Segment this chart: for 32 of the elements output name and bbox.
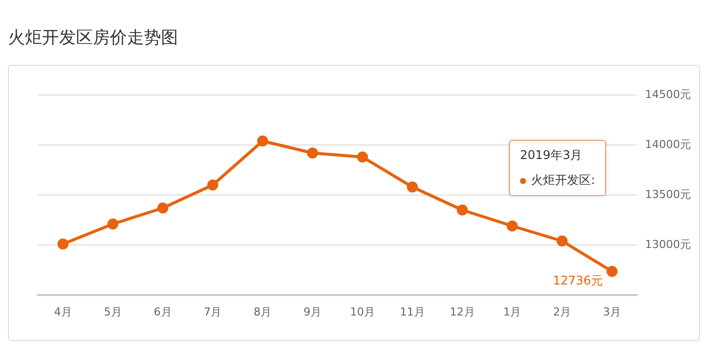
- point: [506, 220, 518, 232]
- chart-title: 火炬开发区房价走势图: [8, 27, 178, 49]
- x-tick-label: 10月: [350, 305, 375, 318]
- point: [356, 152, 368, 162]
- x-tick-label: 5月: [104, 305, 122, 318]
- x-tick-label: 12月: [450, 305, 475, 318]
- x-tick-label: 8月: [254, 305, 272, 318]
- point: [157, 202, 168, 214]
- point: [606, 266, 618, 277]
- x-tick-label: 1月: [503, 305, 522, 318]
- y-tick-label: 14000元: [645, 138, 691, 151]
- legend-label: 火炬开发区:: [531, 173, 596, 188]
- point: [307, 148, 318, 158]
- y-tick-label: 13000元: [645, 238, 691, 251]
- point: [406, 182, 418, 192]
- point: [556, 236, 568, 246]
- x-tick-label: 6月: [154, 305, 172, 318]
- x-tick-label: 11月: [400, 305, 425, 318]
- point: [456, 204, 468, 216]
- point: [257, 136, 268, 146]
- point: [107, 218, 118, 230]
- y-tick-label: 14500元: [645, 88, 691, 101]
- x-tick-label: 9月: [304, 305, 322, 318]
- point: [57, 238, 68, 250]
- y-tick-label: 13500元: [645, 188, 691, 201]
- point: [207, 180, 218, 190]
- x-tick-label: 4月: [54, 305, 72, 318]
- data-label: 12736元: [552, 274, 604, 288]
- x-tick-label: 7月: [204, 305, 222, 318]
- x-tick-label: 3月: [603, 305, 622, 318]
- annotation: 2019年3月: [520, 147, 584, 164]
- x-tick-label: 2月: [553, 305, 572, 318]
